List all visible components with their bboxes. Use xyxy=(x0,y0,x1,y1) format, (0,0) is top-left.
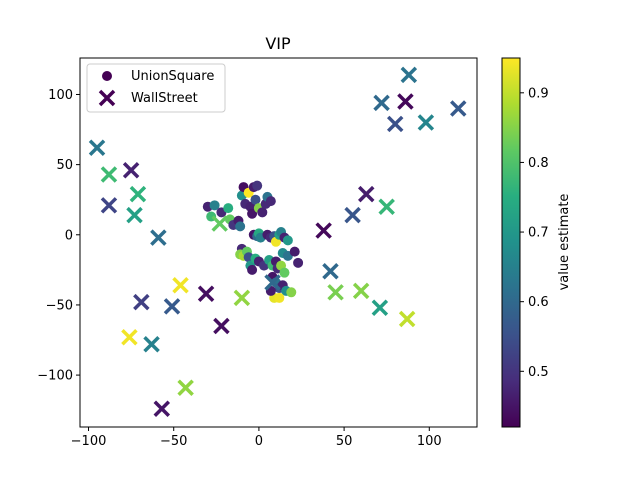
x-tick-label: −100 xyxy=(71,434,107,449)
chart-title: VIP xyxy=(265,34,291,53)
wallstreet-point xyxy=(397,93,414,110)
y-tick-label: 0 xyxy=(65,228,73,243)
wallstreet-point xyxy=(177,379,194,396)
legend-label-wallstreet: WallStreet xyxy=(131,91,198,106)
wallstreet-point xyxy=(417,114,435,131)
unionsquare-point xyxy=(293,257,304,268)
x-tick-label: 50 xyxy=(336,434,353,449)
legend-marker-circle xyxy=(102,71,112,81)
wallstreet-point xyxy=(213,317,230,335)
colorbar-label: value estimate xyxy=(557,194,572,291)
wallstreet-point xyxy=(233,289,251,307)
unionsquare-point xyxy=(279,267,290,278)
wallstreet-point xyxy=(373,94,390,112)
wallstreet-point xyxy=(450,100,467,117)
wallstreet-point xyxy=(386,115,404,133)
plot-frame xyxy=(79,57,478,428)
wallstreet-point xyxy=(315,222,332,239)
wallstreet-point xyxy=(172,277,189,294)
colorbar-tick-label: 0.8 xyxy=(528,156,549,171)
unionsquare-point xyxy=(250,194,261,205)
colorbar-gradient xyxy=(501,57,521,428)
wallstreet-point xyxy=(352,282,370,300)
y-tick-label: −100 xyxy=(37,369,73,384)
x-tick-label: 100 xyxy=(417,434,442,449)
unionsquare-point xyxy=(282,235,293,246)
unionsquare-point xyxy=(209,200,220,211)
colorbar-tick-label: 0.5 xyxy=(528,365,549,380)
y-tick-label: 50 xyxy=(56,158,73,173)
y-tick-label: 100 xyxy=(48,88,73,103)
unionsquare-point xyxy=(274,292,285,303)
unionsquare-point xyxy=(257,207,268,218)
y-tick-label: −50 xyxy=(46,298,73,313)
wallstreet-point xyxy=(121,328,138,346)
wallstreet-point xyxy=(163,298,181,315)
wallstreet-point xyxy=(400,66,418,84)
wallstreet-point xyxy=(211,215,228,232)
wallstreet-point xyxy=(371,299,389,316)
legend-marker-x xyxy=(98,89,116,107)
unionsquare-point xyxy=(286,287,297,298)
points-layer xyxy=(88,66,467,417)
colorbar-tick-label: 0.6 xyxy=(528,295,549,310)
wallstreet-point xyxy=(150,229,167,246)
y-axis: −100 −50 0 50 100 xyxy=(37,88,80,384)
x-tick-label: 0 xyxy=(255,434,263,449)
unionsquare-point xyxy=(265,196,276,207)
wallstreet-point xyxy=(327,284,344,301)
wallstreet-point xyxy=(344,206,361,224)
unionsquare-point xyxy=(289,246,300,257)
colorbar-tick-label: 0.7 xyxy=(528,226,549,241)
colorbar: 0.5 0.6 0.7 0.8 0.9 value estimate xyxy=(501,57,572,428)
unionsquare-point xyxy=(247,264,258,275)
wallstreet-point xyxy=(153,400,171,417)
wallstreet-point xyxy=(88,139,106,157)
unionsquare-point xyxy=(252,180,263,191)
unionsquare-point xyxy=(235,221,246,232)
wallstreet-point xyxy=(358,185,375,203)
wallstreet-point xyxy=(398,310,416,328)
legend-label-unionsquare: UnionSquare xyxy=(131,69,214,84)
wallstreet-point xyxy=(129,185,147,203)
unionsquare-point xyxy=(223,203,234,214)
wallstreet-point xyxy=(126,206,143,224)
x-axis: −100 −50 0 50 100 xyxy=(71,427,442,449)
unionsquare-point xyxy=(247,208,258,219)
wallstreet-point xyxy=(264,274,281,291)
wallstreet-point xyxy=(100,166,118,183)
wallstreet-point xyxy=(378,198,395,215)
x-tick-label: −50 xyxy=(160,434,187,449)
legend-box xyxy=(86,63,226,113)
legend: UnionSquare WallStreet xyxy=(86,63,226,113)
colorbar-tick-label: 0.9 xyxy=(528,86,549,101)
wallstreet-point xyxy=(197,285,215,302)
wallstreet-point xyxy=(100,197,118,214)
wallstreet-point xyxy=(322,263,339,280)
wallstreet-point xyxy=(143,335,160,353)
wallstreet-point xyxy=(122,162,140,179)
wallstreet-point xyxy=(133,293,150,311)
